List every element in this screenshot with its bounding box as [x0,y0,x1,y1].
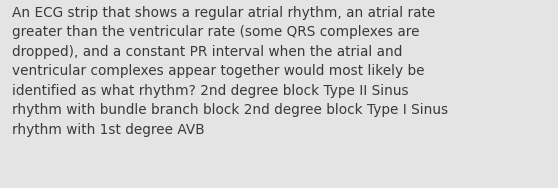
Text: An ECG strip that shows a regular atrial rhythm, an atrial rate
greater than the: An ECG strip that shows a regular atrial… [12,6,449,137]
